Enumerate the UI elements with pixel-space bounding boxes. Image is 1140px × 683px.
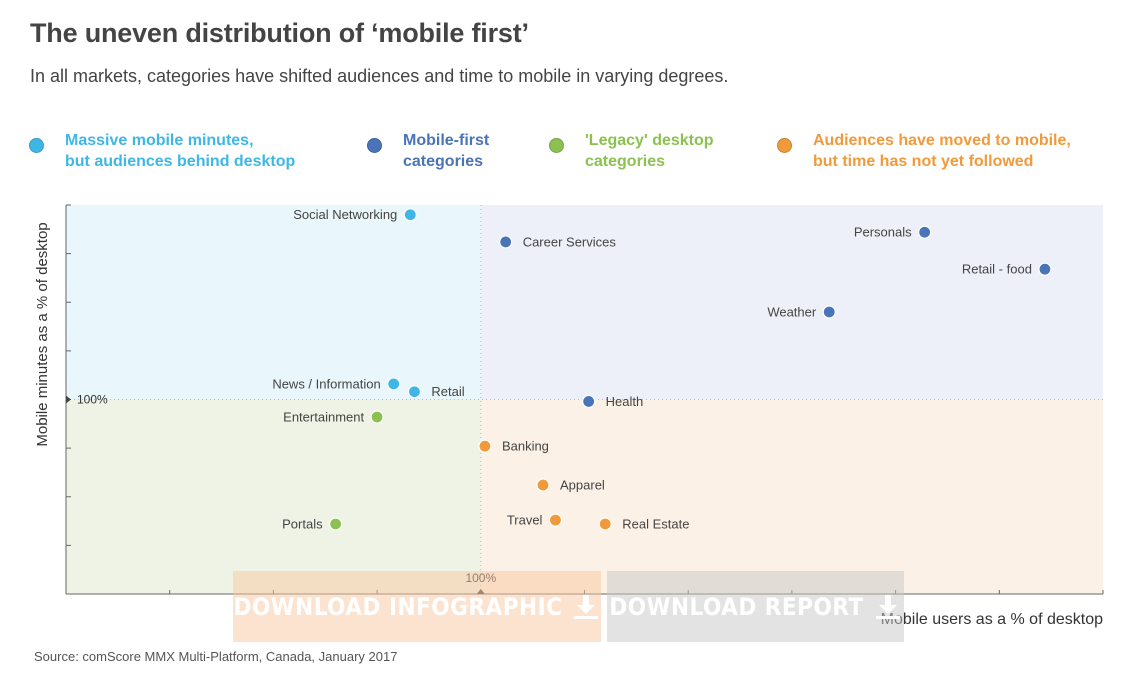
- y-reference-marker: [66, 395, 71, 404]
- download-report-label: DOWNLOAD REPORT: [609, 592, 864, 621]
- quadrant-bottom-right: [480, 399, 1103, 594]
- data-point: [1038, 262, 1052, 276]
- data-point: [478, 439, 492, 453]
- legend-dot: [777, 138, 792, 153]
- chart-subtitle: In all markets, categories have shifted …: [30, 66, 729, 86]
- data-point: [329, 517, 343, 531]
- y-reference-label: 100%: [77, 393, 108, 407]
- data-point-label: News / Information: [272, 376, 380, 391]
- legend-label: Mobile-first categories: [403, 132, 490, 170]
- download-icon: [572, 594, 600, 620]
- data-point: [370, 410, 384, 424]
- data-point-label: Health: [606, 394, 644, 409]
- download-icon: [874, 594, 902, 620]
- data-point: [598, 517, 612, 531]
- legend-label: 'Legacy' desktop categories: [585, 132, 714, 170]
- legend-item-legacy-desktop: 'Legacy' desktop categories: [549, 130, 714, 172]
- quadrant-bottom-left: [66, 399, 481, 594]
- data-point-label: Travel: [507, 513, 543, 528]
- data-point-label: Retail - food: [962, 262, 1032, 277]
- y-axis-title: Mobile minutes as a % of desktop: [34, 222, 51, 446]
- data-point: [536, 478, 550, 492]
- data-point-label: Retail: [431, 384, 464, 399]
- data-point-label: Apparel: [560, 478, 605, 493]
- x-axis-title: Mobile users as a % of desktop: [881, 611, 1103, 628]
- data-point-label: Career Services: [523, 234, 617, 249]
- quadrant-top-left: [66, 205, 481, 400]
- legend-item-mobile-first: Mobile-first categories: [367, 130, 489, 172]
- data-point-label: Banking: [502, 439, 549, 454]
- download-infographic-label: DOWNLOAD INFOGRAPHIC: [233, 592, 563, 621]
- quadrant-top-right: [480, 205, 1103, 400]
- data-point: [918, 225, 932, 239]
- source-note: Source: comScore MMX Multi-Platform, Can…: [34, 649, 398, 664]
- data-point: [582, 394, 596, 409]
- data-point-label: Portals: [282, 516, 323, 531]
- data-point-label: Personals: [854, 225, 912, 240]
- legend-label: Audiences have moved to mobile, but time…: [813, 132, 1071, 170]
- data-point: [499, 235, 513, 249]
- data-point: [407, 385, 422, 399]
- data-point-label: Weather: [767, 304, 817, 319]
- data-point-label: Entertainment: [283, 410, 364, 425]
- data-point: [403, 208, 417, 222]
- download-infographic-button[interactable]: DOWNLOAD INFOGRAPHIC: [233, 571, 601, 642]
- legend-dot: [29, 138, 44, 153]
- legend-dot: [367, 138, 382, 153]
- download-report-button[interactable]: DOWNLOAD REPORT: [607, 571, 904, 642]
- chart-title: The uneven distribution of ‘mobile first…: [30, 18, 529, 48]
- legend-label: Massive mobile minutes, but audiences be…: [65, 132, 296, 170]
- legend-dot: [549, 138, 564, 153]
- data-point-label: Social Networking: [293, 207, 397, 222]
- legend-item-audiences-moved: Audiences have moved to mobile, but time…: [777, 130, 1071, 172]
- data-point: [387, 377, 401, 391]
- legend-item-massive-mobile-minutes: Massive mobile minutes, but audiences be…: [29, 130, 295, 172]
- data-point-label: Real Estate: [622, 516, 689, 531]
- data-point: [548, 513, 563, 527]
- data-point: [822, 305, 836, 319]
